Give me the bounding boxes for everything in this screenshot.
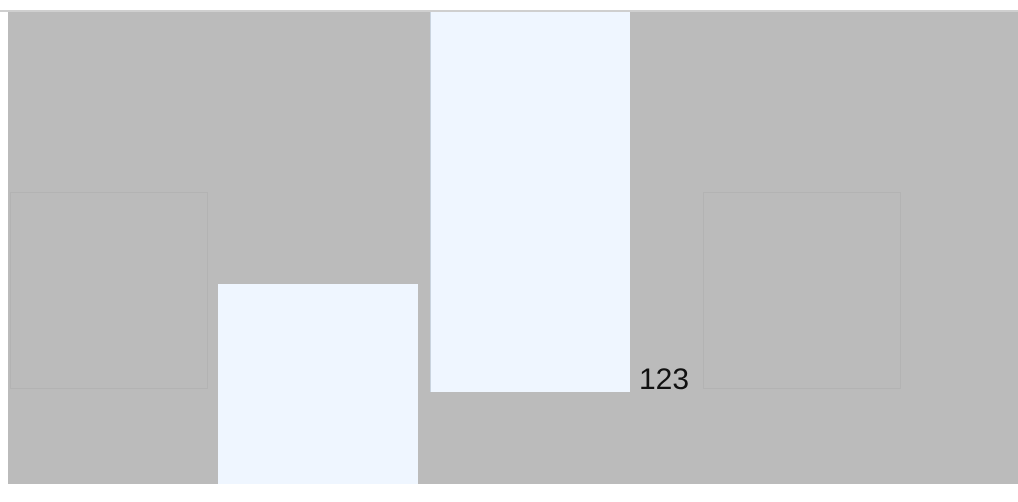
- layout-stage: 123: [8, 12, 1018, 484]
- outline-box-left: [10, 192, 208, 389]
- light-panel-short: [218, 284, 418, 484]
- outline-box-right: [703, 192, 901, 389]
- top-divider: [0, 10, 1018, 12]
- light-panel-tall: [430, 12, 630, 392]
- number-label: 123: [639, 363, 690, 396]
